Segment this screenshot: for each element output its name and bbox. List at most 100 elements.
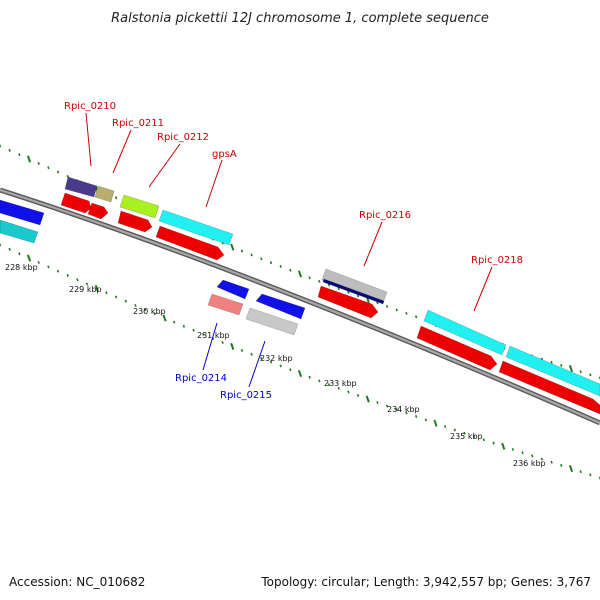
tick-minor (579, 470, 582, 474)
tick-major (568, 465, 574, 473)
rpic-0215-cds[interactable] (255, 293, 306, 320)
tick-minor (395, 408, 398, 412)
cds-5[interactable] (317, 285, 379, 319)
tick-minor (337, 287, 340, 291)
tick-major (501, 442, 506, 450)
tick-minor (327, 283, 331, 287)
blue-left-feature[interactable] (0, 199, 45, 226)
gene-label-rpic-0211[interactable]: Rpic_0211 (112, 118, 164, 129)
tick-minor (308, 375, 311, 379)
cds-1[interactable] (60, 192, 92, 214)
accession-text: Accession: NC_010682 (9, 575, 145, 589)
tick-minor (269, 360, 273, 364)
feature-track (0, 176, 600, 415)
tick-minor (473, 435, 476, 438)
tick-minor (37, 260, 40, 264)
tick-minor (143, 308, 147, 312)
tick-minor (356, 294, 360, 298)
tick-minor (337, 386, 340, 390)
tick-minor (463, 431, 466, 435)
tick-minor (260, 356, 263, 360)
tick-minor (18, 252, 21, 256)
gene-label-gpsa[interactable]: gpsA (212, 149, 237, 160)
genome-summary-text: Topology: circular; Length: 3,942,557 bp… (260, 575, 591, 589)
gene-labels: Rpic_0210 Rpic_0211 Rpic_0212 gpsA Rpic_… (64, 101, 523, 401)
tick-label-228: 228 kbp (5, 263, 38, 272)
tick-minor (579, 370, 582, 374)
tick-minor (482, 438, 486, 442)
tick-minor (443, 425, 447, 429)
tick-minor (318, 279, 321, 283)
tick-major (297, 369, 303, 378)
cds-3[interactable] (117, 210, 153, 233)
tick-minor (37, 161, 40, 165)
tick-label-233: 233 kbp (324, 379, 357, 388)
tick-minor (114, 295, 118, 299)
tick-minor (279, 364, 282, 368)
tick-major (162, 314, 167, 322)
gene-label-rpic-0216[interactable]: Rpic_0216 (359, 210, 411, 221)
tick-minor (405, 311, 408, 315)
rpic-0214-feature[interactable] (207, 293, 244, 316)
gene-label-rpic-0212[interactable]: Rpic_0212 (157, 132, 209, 143)
tick-minor (531, 454, 534, 458)
tick-minor (414, 315, 418, 319)
gene-label-rpic-0215[interactable]: Rpic_0215 (220, 390, 272, 401)
cds-6[interactable] (416, 325, 498, 371)
rpic-0212-feature[interactable] (119, 194, 160, 219)
tick-major (230, 342, 235, 350)
tick-minor (250, 253, 253, 257)
rpic-0211-feature[interactable] (94, 185, 115, 203)
gpsa-feature[interactable] (158, 209, 234, 246)
tick-major (26, 155, 32, 163)
tick-minor (376, 301, 379, 305)
tick-minor (153, 312, 157, 316)
tick-minor (540, 457, 544, 461)
tick-minor (589, 473, 592, 477)
tick-minor (124, 299, 127, 303)
tick-minor (76, 278, 79, 282)
tick-minor (414, 414, 418, 418)
right-cyan-feature[interactable] (505, 345, 600, 397)
gene-label-rpic-0210[interactable]: Rpic_0210 (64, 101, 116, 112)
cds-4[interactable] (155, 225, 225, 261)
tick-minor (492, 441, 495, 445)
tick-minor (521, 451, 524, 455)
tick-minor (347, 290, 350, 294)
rpic-0214-cds[interactable] (216, 279, 250, 300)
tick-minor (105, 291, 108, 295)
tick-minor (424, 418, 427, 422)
cyan-left-feature[interactable] (0, 219, 39, 244)
rpic-0218-feature[interactable] (423, 309, 507, 356)
tick-minor (289, 368, 292, 372)
tick-minor (560, 363, 563, 367)
tick-major (297, 270, 303, 278)
tick-minor (66, 274, 69, 277)
rpic-0215-feature[interactable] (245, 307, 299, 336)
tick-minor (560, 463, 563, 467)
tick-minor (182, 324, 186, 328)
gene-label-rpic-0218[interactable]: Rpic_0218 (471, 255, 523, 266)
rpic-0210-feature[interactable] (64, 176, 98, 198)
lower-feature-track (207, 279, 306, 336)
cds-7[interactable] (498, 360, 600, 415)
gene-label-rpic-0214[interactable]: Rpic_0214 (175, 373, 227, 384)
tick-major (433, 419, 438, 427)
tick-minor (18, 153, 21, 157)
leader-lines (85, 112, 493, 388)
tick-major (365, 395, 370, 403)
tick-minor (356, 394, 360, 397)
tick-label-235: 235 kbp (450, 432, 483, 441)
tick-minor (385, 304, 389, 308)
tick-minor (47, 265, 50, 269)
tick-minor (395, 308, 398, 312)
tick-minor (192, 328, 195, 332)
tick-minor (56, 269, 60, 273)
tick-label-236: 236 kbp (513, 459, 546, 468)
tick-minor (202, 332, 205, 336)
cds-2[interactable] (87, 202, 109, 220)
rpic-0216-band[interactable] (322, 278, 385, 305)
tick-minor (240, 249, 244, 253)
tick-major (568, 365, 574, 373)
